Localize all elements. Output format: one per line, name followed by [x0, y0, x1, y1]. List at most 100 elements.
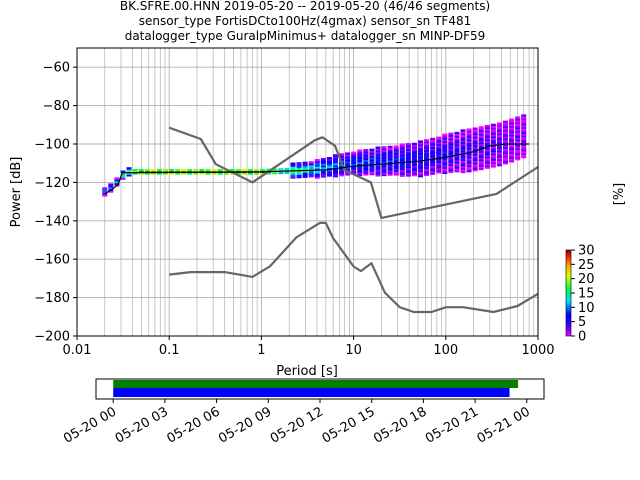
pdf-cell — [478, 164, 484, 167]
pdf-cell — [417, 168, 423, 171]
pdf-cell — [114, 177, 120, 180]
timeline-tick-label: 05-20 03 — [113, 404, 171, 446]
pdf-cell — [363, 150, 369, 154]
pdf-cell — [503, 156, 509, 160]
pdf-cell — [411, 163, 417, 166]
pdf-cell — [132, 172, 138, 175]
pdf-cell — [478, 155, 484, 159]
pdf-cell — [399, 143, 405, 146]
pdf-cell — [515, 138, 521, 142]
pdf-cell — [442, 138, 448, 142]
pdf-cell — [509, 141, 515, 144]
pdf-cell — [132, 168, 138, 172]
pdf-cell — [490, 163, 496, 166]
pdf-cell — [472, 163, 478, 167]
pdf-cell — [393, 159, 399, 162]
pdf-cell — [466, 147, 472, 150]
pdf-cell — [460, 137, 466, 141]
y-tick-label: −80 — [43, 99, 70, 114]
pdf-cell — [484, 140, 490, 143]
pdf-cell — [417, 157, 423, 161]
pdf-cell — [448, 132, 454, 136]
pdf-cell — [466, 130, 472, 133]
pdf-cell — [351, 151, 357, 155]
pdf-cell — [454, 162, 460, 166]
pdf-cell — [411, 161, 417, 165]
pdf-cell — [393, 148, 399, 152]
pdf-cell — [521, 147, 527, 150]
y-tick-label: −180 — [34, 291, 70, 306]
pdf-cell — [175, 172, 181, 175]
y-axis-label: Power [dB] — [9, 157, 24, 228]
pdf-cell — [411, 173, 417, 177]
pdf-cell — [332, 159, 338, 162]
pdf-cell — [405, 172, 411, 175]
pdf-cell — [484, 138, 490, 142]
pdf-cell — [454, 159, 460, 162]
pdf-cell — [460, 167, 466, 170]
pdf-cell — [387, 171, 393, 175]
pdf-cell — [472, 156, 478, 160]
pdf-cell — [211, 172, 217, 175]
pdf-cell — [496, 144, 502, 148]
pdf-cell — [484, 150, 490, 154]
pdf-cell — [430, 156, 436, 160]
pdf-cell — [454, 147, 460, 150]
pdf-cell — [484, 149, 490, 152]
pdf-cell — [436, 148, 442, 152]
pdf-cell — [326, 172, 332, 175]
pdf-cell — [436, 155, 442, 158]
pdf-cell — [448, 136, 454, 139]
x-tick-label: 10 — [345, 343, 362, 358]
pdf-cell — [442, 159, 448, 162]
pdf-cell — [472, 144, 478, 148]
pdf-cell — [302, 163, 308, 166]
pdf-cell — [509, 147, 515, 151]
pdf-cell — [357, 152, 363, 156]
pdf-cell — [460, 148, 466, 151]
pdf-cell — [126, 168, 132, 172]
pdf-cell — [424, 154, 430, 158]
x-tick-label: 100 — [433, 343, 458, 358]
pdf-cell — [308, 162, 314, 166]
pdf-cell — [478, 165, 484, 169]
pdf-cell — [454, 145, 460, 149]
pdf-cell — [515, 126, 521, 130]
pdf-cell — [515, 119, 521, 123]
pdf-cell — [472, 146, 478, 149]
pdf-cell — [460, 131, 466, 134]
pdf-cell — [430, 149, 436, 153]
pdf-cell — [472, 158, 478, 161]
pdf-cell — [478, 152, 484, 155]
pdf-cell — [496, 153, 502, 156]
pdf-cell — [411, 172, 417, 175]
pdf-cell — [496, 138, 502, 141]
pdf-cell — [393, 173, 399, 176]
pdf-cell — [503, 130, 509, 134]
x-axis-label: Period [s] — [276, 364, 338, 379]
pdf-cell — [490, 132, 496, 135]
pdf-cell — [478, 134, 484, 138]
pdf-cell — [503, 146, 509, 149]
pdf-cell — [357, 171, 363, 175]
pdf-cell — [442, 143, 448, 147]
pdf-cell — [436, 138, 442, 141]
pdf-cell — [284, 171, 290, 174]
pdf-cell — [193, 168, 199, 172]
colorbar-tick-label: 15 — [578, 287, 595, 302]
pdf-cell — [466, 169, 472, 173]
pdf-cell — [430, 165, 436, 168]
pdf-cell — [296, 172, 302, 175]
pdf-cell — [490, 156, 496, 159]
pdf-cell — [496, 132, 502, 136]
pdf-cell — [320, 173, 326, 176]
pdf-cell — [478, 148, 484, 152]
pdf-cell — [430, 155, 436, 158]
pdf-cell — [424, 144, 430, 147]
pdf-cell — [345, 157, 351, 161]
pdf-cell — [326, 167, 332, 170]
pdf-cell — [448, 143, 454, 146]
pdf-cell — [326, 158, 332, 162]
